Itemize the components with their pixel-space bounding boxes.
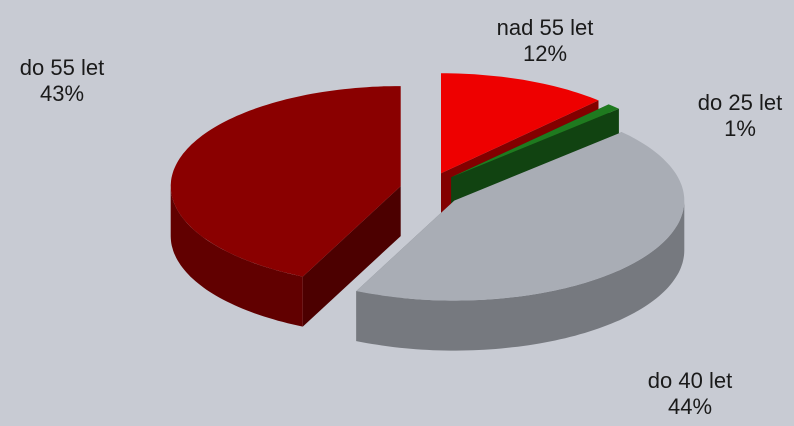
slice-value: 44% xyxy=(668,394,712,419)
slice-label: do 55 let xyxy=(20,55,104,80)
slice xyxy=(441,73,599,174)
slice xyxy=(451,104,619,178)
slice-side xyxy=(170,186,303,327)
slice-value: 12% xyxy=(523,41,567,66)
slice xyxy=(170,86,401,277)
slice-value: 43% xyxy=(40,81,84,106)
slice-wall xyxy=(302,186,401,327)
slice xyxy=(356,132,685,301)
slice-label: do 40 let xyxy=(648,368,732,393)
slice-label: do 25 let xyxy=(698,90,782,115)
slice-side xyxy=(356,200,685,351)
slice-label: nad 55 let xyxy=(497,15,594,40)
slice-value: 1% xyxy=(724,116,756,141)
